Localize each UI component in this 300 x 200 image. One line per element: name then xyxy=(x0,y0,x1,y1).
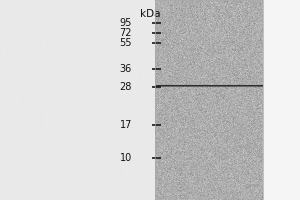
Text: 10: 10 xyxy=(120,153,132,163)
Text: 36: 36 xyxy=(120,64,132,74)
Text: 95: 95 xyxy=(120,18,132,28)
Text: 17: 17 xyxy=(120,120,132,130)
Text: 55: 55 xyxy=(119,38,132,48)
Text: kDa: kDa xyxy=(140,9,160,19)
Text: 72: 72 xyxy=(119,28,132,38)
Text: 28: 28 xyxy=(120,82,132,92)
FancyBboxPatch shape xyxy=(154,0,262,200)
